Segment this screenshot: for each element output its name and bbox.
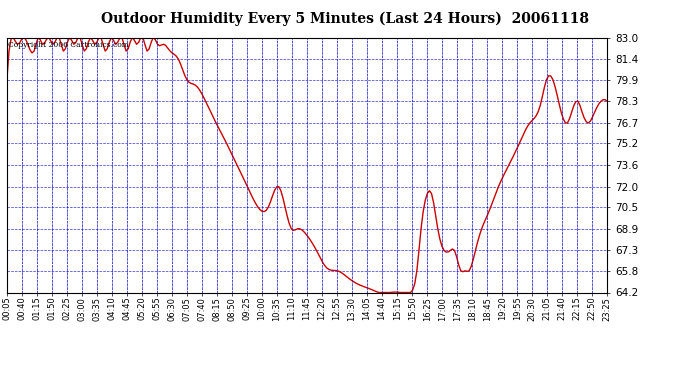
Text: Copyright 2006 Cartronics.com: Copyright 2006 Cartronics.com [8, 41, 129, 50]
Text: Outdoor Humidity Every 5 Minutes (Last 24 Hours)  20061118: Outdoor Humidity Every 5 Minutes (Last 2… [101, 11, 589, 26]
